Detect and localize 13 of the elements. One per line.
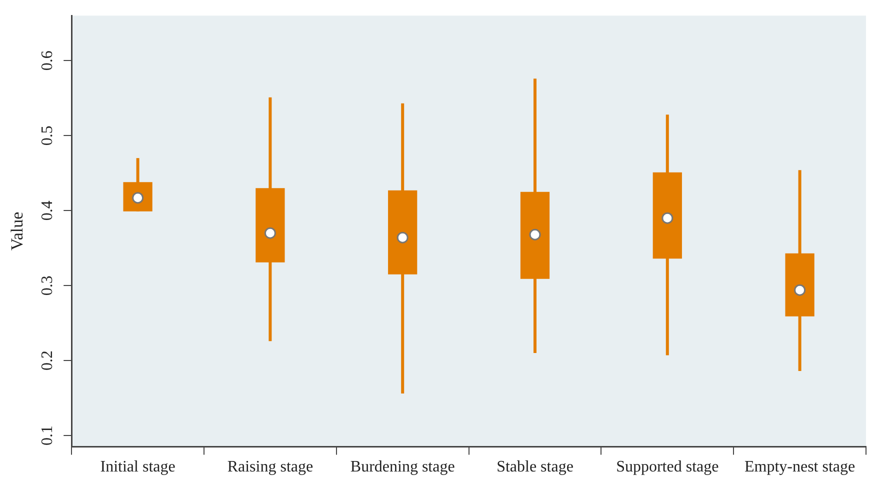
y-tick-label: 0.1 xyxy=(38,426,56,446)
y-tick-label: 0.3 xyxy=(38,276,56,296)
y-tick-label: 0.2 xyxy=(38,350,56,371)
y-tick-label: 0.6 xyxy=(38,50,56,71)
x-tick-label: Supported stage xyxy=(616,458,719,476)
x-tick-label: Burdening stage xyxy=(350,458,455,476)
y-tick-label: 0.4 xyxy=(38,200,56,221)
y-tick-label: 0.5 xyxy=(38,126,56,146)
y-axis-title: Value xyxy=(8,212,27,251)
x-tick-label: Initial stage xyxy=(100,458,176,476)
x-tick-label: Raising stage xyxy=(227,458,314,476)
x-tick-label: Stable stage xyxy=(496,458,574,476)
x-tick-label: Empty-nest stage xyxy=(744,458,856,476)
